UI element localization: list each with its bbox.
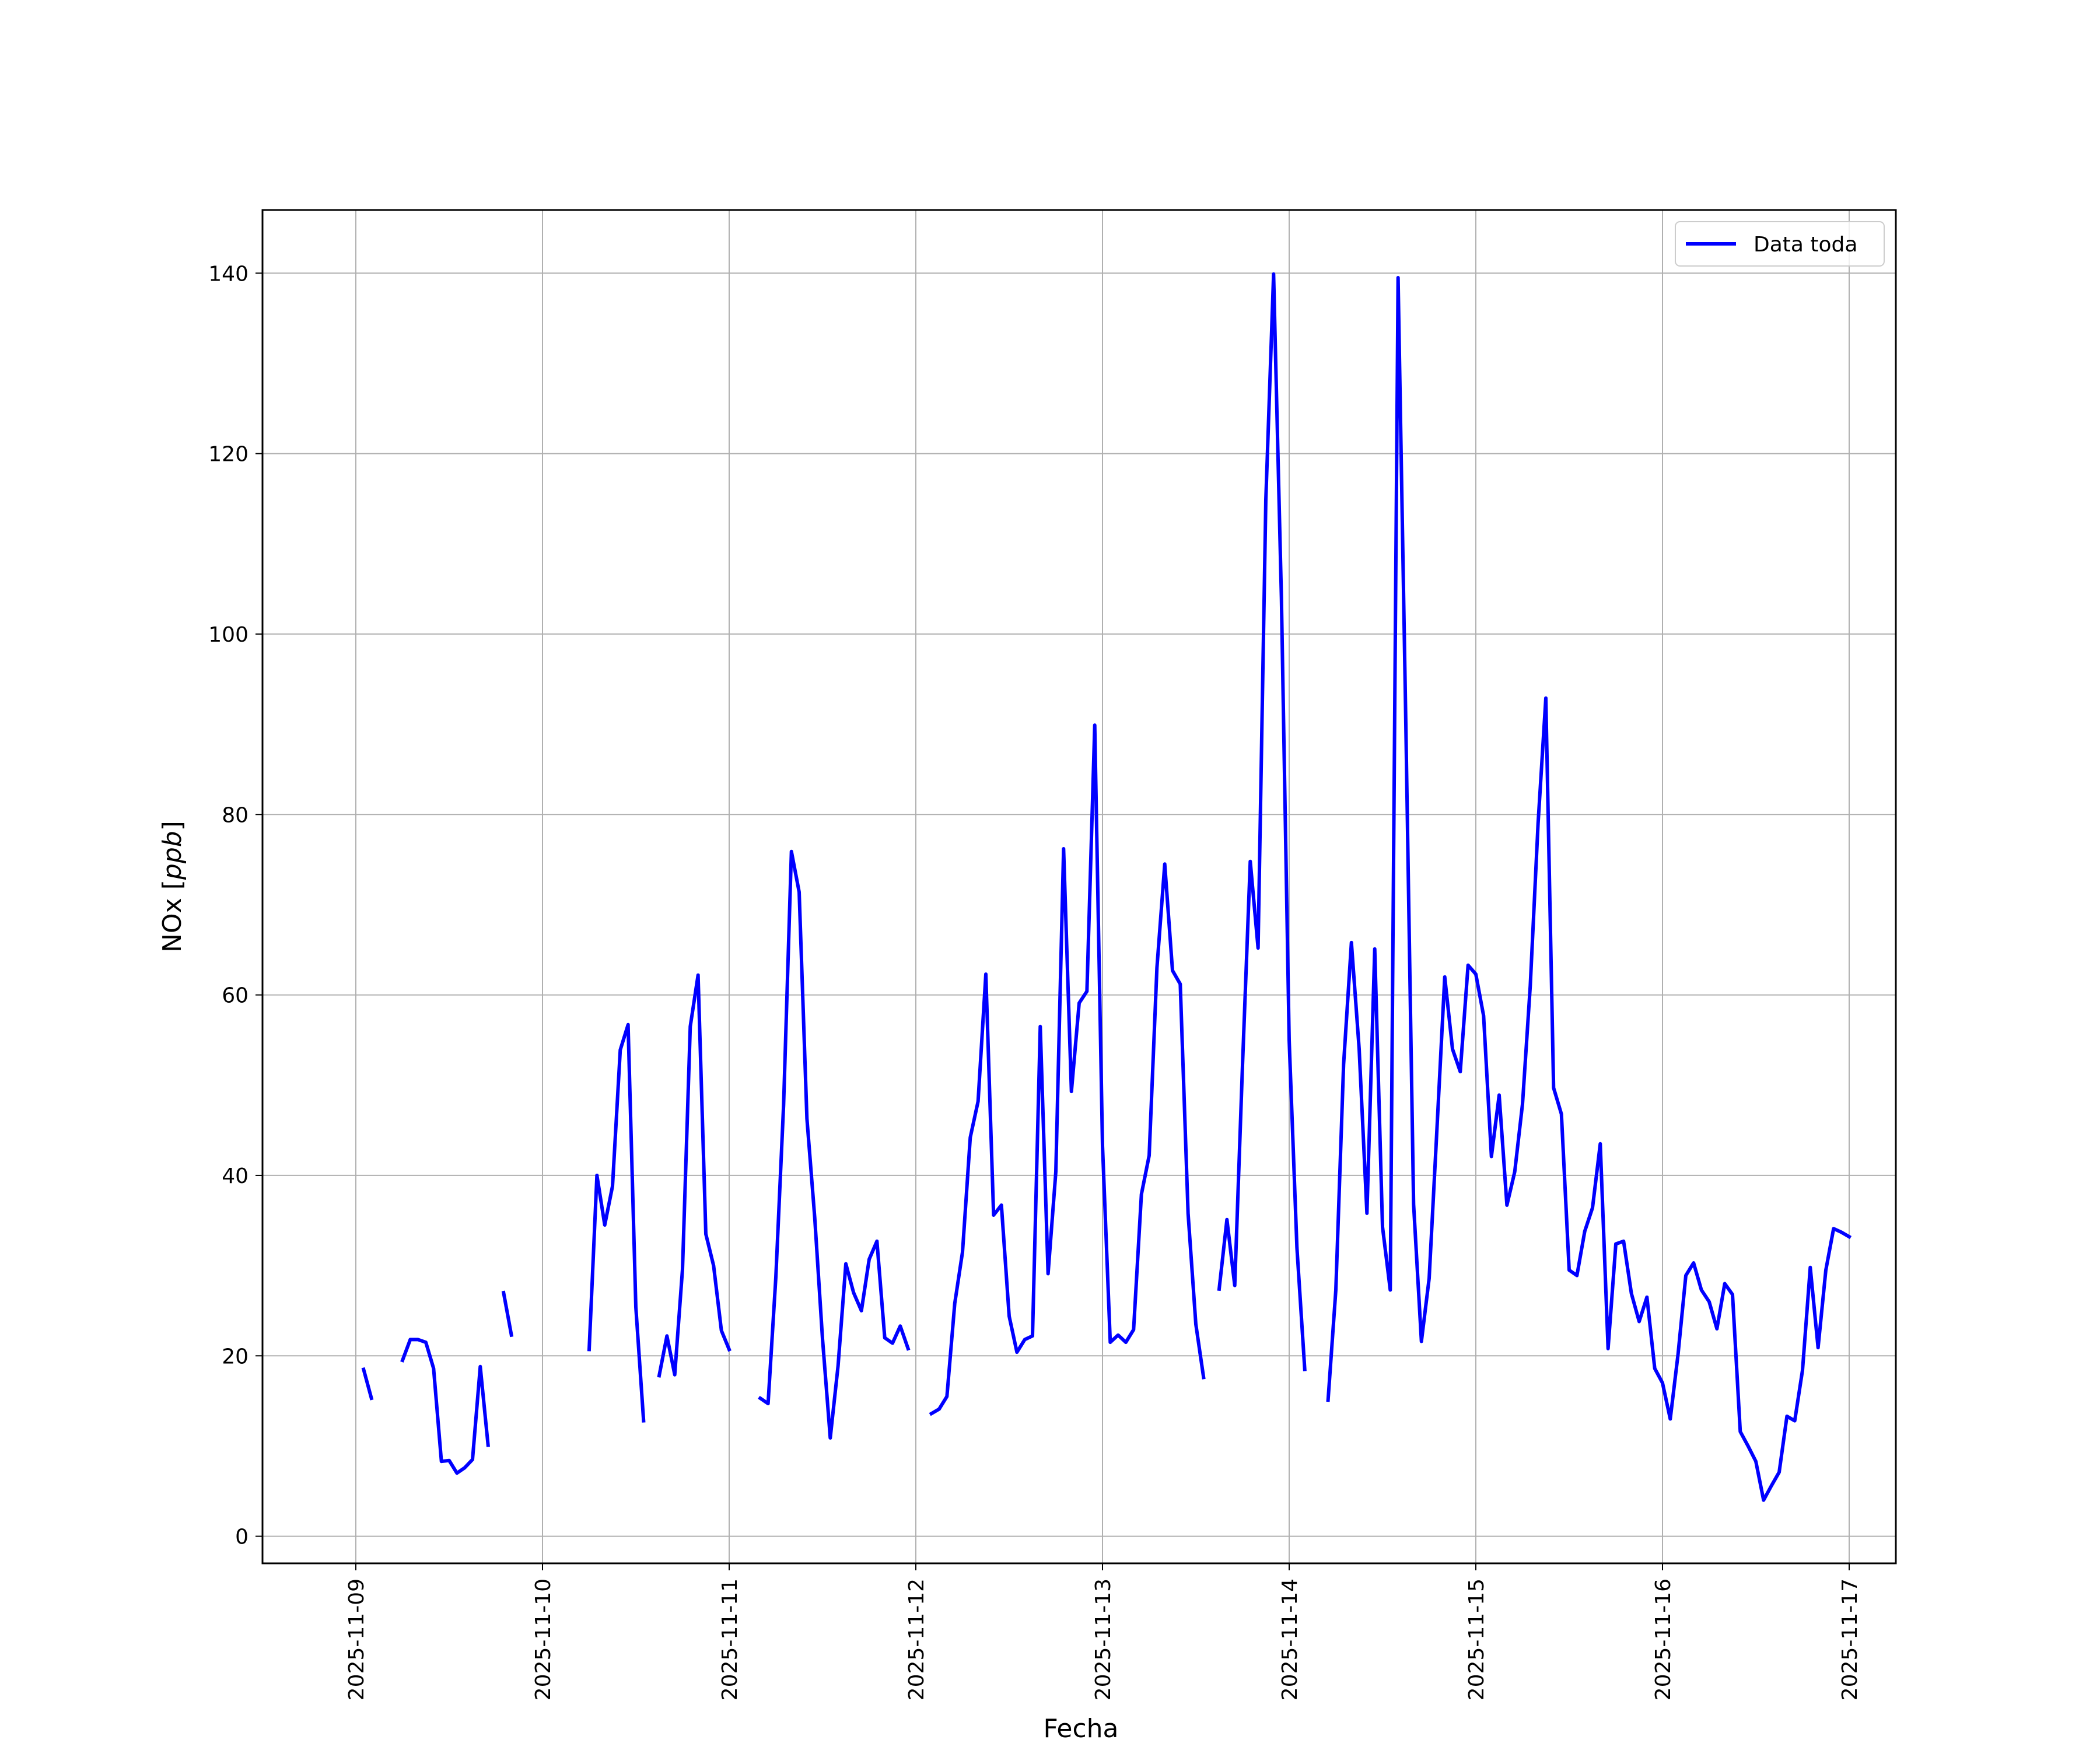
y-tick-label: 120 — [208, 443, 249, 467]
series-data-toda — [361, 272, 1852, 1502]
series-line-segment — [929, 723, 1206, 1416]
axis-ticks: 2025-11-09 2025-11-10 2025-11-11 2025-11-12… — [208, 262, 1862, 1700]
legend: Data toda — [1675, 221, 1885, 267]
x-axis-label: Fecha — [1043, 1714, 1118, 1744]
x-tick-label: 2025-11-13 — [1091, 1578, 1115, 1700]
series-line-segment — [1326, 276, 1852, 1502]
x-tick-label: 2025-11-14 — [1278, 1578, 1302, 1700]
legend-label-data-toda: Data toda — [1754, 233, 1857, 257]
x-tick-label: 2025-11-11 — [718, 1578, 742, 1700]
series-line-segment — [400, 1338, 490, 1475]
y-tick-label: 60 — [222, 984, 249, 1008]
legend-box — [1675, 221, 1885, 267]
y-tick-label: 80 — [222, 803, 249, 827]
series-line-segment — [758, 849, 911, 1440]
y-tick-label: 140 — [208, 262, 249, 286]
y-tick-label: 20 — [222, 1345, 249, 1368]
y-axis-label: NOx [ppb] — [158, 821, 187, 953]
grid-lines — [262, 210, 1896, 1563]
x-tick-label: 2025-11-16 — [1651, 1578, 1675, 1700]
x-tick-label: 2025-11-15 — [1465, 1578, 1489, 1700]
series-line-segment — [657, 973, 732, 1378]
series-line-segment — [1217, 272, 1307, 1371]
x-tick-label: 2025-11-09 — [345, 1578, 369, 1700]
y-tick-label: 40 — [222, 1164, 249, 1188]
x-tick-label: 2025-11-10 — [531, 1578, 555, 1700]
y-tick-label: 100 — [208, 623, 249, 647]
y-tick-label: 0 — [235, 1525, 249, 1549]
plot-frame — [261, 209, 1897, 1564]
series-line-segment — [361, 1367, 374, 1401]
x-tick-label: 2025-11-17 — [1838, 1578, 1862, 1700]
series-line-segment — [587, 1023, 646, 1423]
series-line-segment — [501, 1290, 514, 1338]
x-tick-label: 2025-11-12 — [905, 1578, 929, 1700]
